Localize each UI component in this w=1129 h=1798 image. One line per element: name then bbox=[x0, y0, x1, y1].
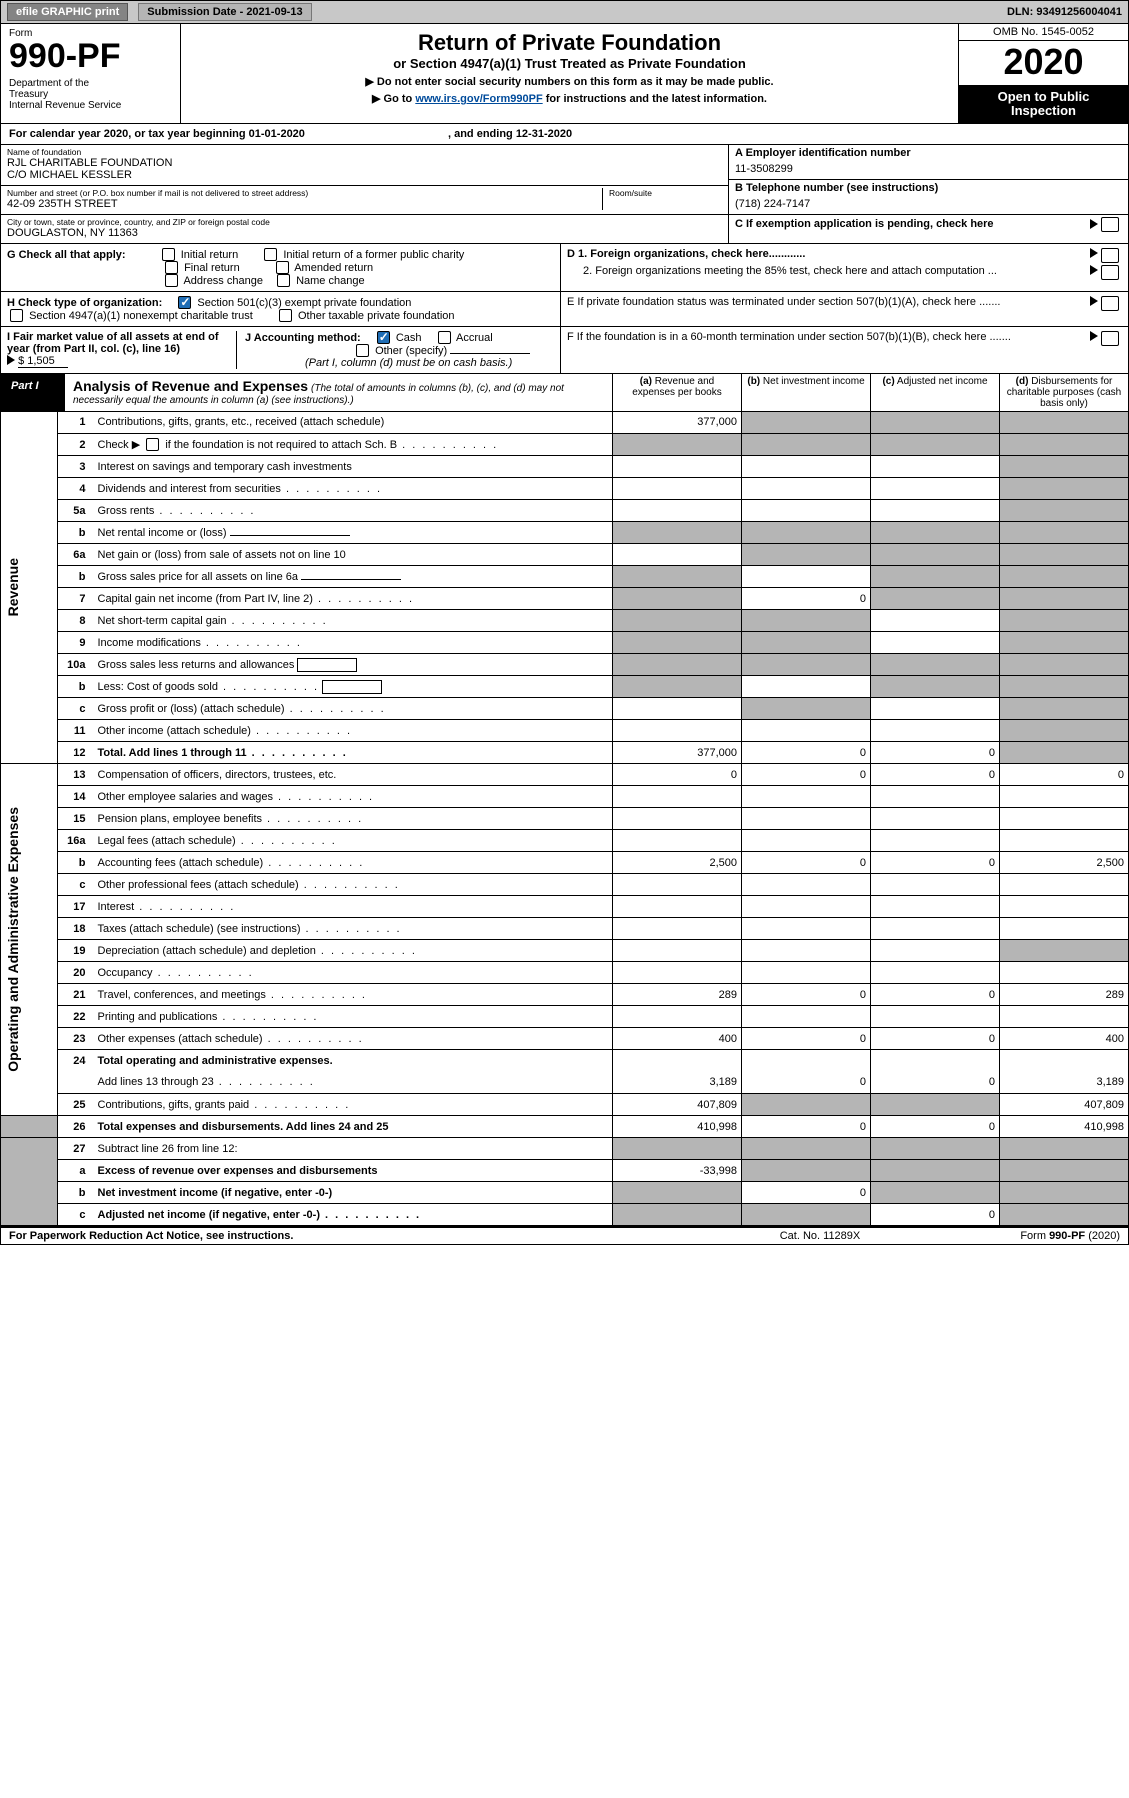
arrow-icon bbox=[1090, 248, 1098, 258]
dln: DLN: 93491256004041 bbox=[1007, 6, 1122, 18]
part-label: Part I bbox=[1, 374, 65, 411]
footer: For Paperwork Reduction Act Notice, see … bbox=[0, 1226, 1129, 1245]
arrow-icon bbox=[1090, 296, 1098, 306]
section-ij-f: I Fair market value of all assets at end… bbox=[0, 327, 1129, 374]
e-label: E If private foundation status was termi… bbox=[567, 296, 1090, 322]
title-block: Form 990-PF Department of theTreasuryInt… bbox=[0, 24, 1129, 124]
street-address: 42-09 235TH STREET bbox=[7, 198, 602, 210]
arrow-icon bbox=[7, 355, 15, 365]
instruction-1: ▶ Do not enter social security numbers o… bbox=[193, 75, 946, 88]
foundation-name: RJL CHARITABLE FOUNDATION bbox=[7, 157, 722, 169]
form-title: Return of Private Foundation bbox=[193, 30, 946, 56]
phone-value: (718) 224-7147 bbox=[735, 198, 1122, 210]
h-501c3-checkbox[interactable] bbox=[178, 296, 191, 309]
department-label: Department of theTreasuryInternal Revenu… bbox=[9, 78, 172, 111]
j-label: J Accounting method: bbox=[245, 332, 361, 344]
sch-b-checkbox[interactable] bbox=[146, 438, 159, 451]
d2-label: 2. Foreign organizations meeting the 85%… bbox=[567, 265, 1090, 280]
section-h-e: H Check type of organization: Section 50… bbox=[0, 292, 1129, 327]
j-accrual-checkbox[interactable] bbox=[438, 331, 451, 344]
irs-link[interactable]: www.irs.gov/Form990PF bbox=[415, 93, 542, 105]
part1-table: Revenue 1Contributions, gifts, grants, e… bbox=[0, 412, 1129, 1227]
open-to-public: Open to PublicInspection bbox=[959, 86, 1128, 123]
exemption-pending-checkbox[interactable] bbox=[1101, 217, 1119, 232]
section-g-d: G Check all that apply: Initial return I… bbox=[0, 244, 1129, 292]
tax-year: 2020 bbox=[959, 41, 1128, 86]
i-value: $ 1,505 bbox=[18, 355, 68, 368]
j-note: (Part I, column (d) must be on cash basi… bbox=[305, 357, 512, 369]
d1-label: D 1. Foreign organizations, check here..… bbox=[567, 248, 1090, 263]
part1-title: Analysis of Revenue and Expenses bbox=[73, 378, 308, 394]
g-name-change-checkbox[interactable] bbox=[277, 274, 290, 287]
ein-label: A Employer identification number bbox=[735, 147, 1122, 159]
g-initial-return-checkbox[interactable] bbox=[162, 248, 175, 261]
room-label: Room/suite bbox=[609, 188, 722, 198]
d1-checkbox[interactable] bbox=[1101, 248, 1119, 263]
exemption-pending-label: C If exemption application is pending, c… bbox=[735, 218, 1090, 230]
instruction-2: ▶ Go to www.irs.gov/Form990PF for instru… bbox=[193, 92, 946, 105]
f-label: F If the foundation is in a 60-month ter… bbox=[567, 331, 1090, 369]
part1-header: Part I Analysis of Revenue and Expenses … bbox=[0, 374, 1129, 412]
g-initial-former-checkbox[interactable] bbox=[264, 248, 277, 261]
city-label: City or town, state or province, country… bbox=[7, 217, 722, 227]
efile-print-button[interactable]: efile GRAPHIC print bbox=[7, 3, 128, 21]
g-address-change-checkbox[interactable] bbox=[165, 274, 178, 287]
e-checkbox[interactable] bbox=[1101, 296, 1119, 311]
address-label: Number and street (or P.O. box number if… bbox=[7, 188, 602, 198]
d2-checkbox[interactable] bbox=[1101, 265, 1119, 280]
arrow-icon bbox=[1090, 219, 1098, 229]
h-other-checkbox[interactable] bbox=[279, 309, 292, 322]
form-subtitle: or Section 4947(a)(1) Trust Treated as P… bbox=[193, 56, 946, 71]
h-label: H Check type of organization: bbox=[7, 297, 162, 309]
submission-date: Submission Date - 2021-09-13 bbox=[138, 3, 311, 21]
g-amended-checkbox[interactable] bbox=[276, 261, 289, 274]
h-4947-checkbox[interactable] bbox=[10, 309, 23, 322]
form-ref: Form 990-PF (2020) bbox=[920, 1230, 1120, 1242]
arrow-icon bbox=[1090, 265, 1098, 275]
city-state-zip: DOUGLASTON, NY 11363 bbox=[7, 227, 722, 239]
calendar-year-row: For calendar year 2020, or tax year begi… bbox=[0, 124, 1129, 144]
cat-no: Cat. No. 11289X bbox=[720, 1230, 920, 1242]
ein-value: 11-3508299 bbox=[735, 163, 1122, 175]
opex-side-label: Operating and Administrative Expenses bbox=[5, 807, 21, 1072]
j-cash-checkbox[interactable] bbox=[377, 331, 390, 344]
omb-number: OMB No. 1545-0052 bbox=[959, 24, 1128, 41]
revenue-side-label: Revenue bbox=[5, 558, 21, 616]
g-label: G Check all that apply: bbox=[7, 249, 126, 261]
name-label: Name of foundation bbox=[7, 147, 722, 157]
g-final-return-checkbox[interactable] bbox=[165, 261, 178, 274]
phone-label: B Telephone number (see instructions) bbox=[735, 182, 1122, 194]
foundation-co: C/O MICHAEL KESSLER bbox=[7, 169, 722, 181]
form-number: 990-PF bbox=[9, 37, 172, 76]
identification-block: Name of foundation RJL CHARITABLE FOUNDA… bbox=[0, 144, 1129, 244]
paperwork-notice: For Paperwork Reduction Act Notice, see … bbox=[9, 1230, 720, 1242]
efile-topbar: efile GRAPHIC print Submission Date - 20… bbox=[0, 0, 1129, 24]
j-other-checkbox[interactable] bbox=[356, 344, 369, 357]
i-label: I Fair market value of all assets at end… bbox=[7, 331, 219, 355]
arrow-icon bbox=[1090, 331, 1098, 341]
f-checkbox[interactable] bbox=[1101, 331, 1119, 346]
